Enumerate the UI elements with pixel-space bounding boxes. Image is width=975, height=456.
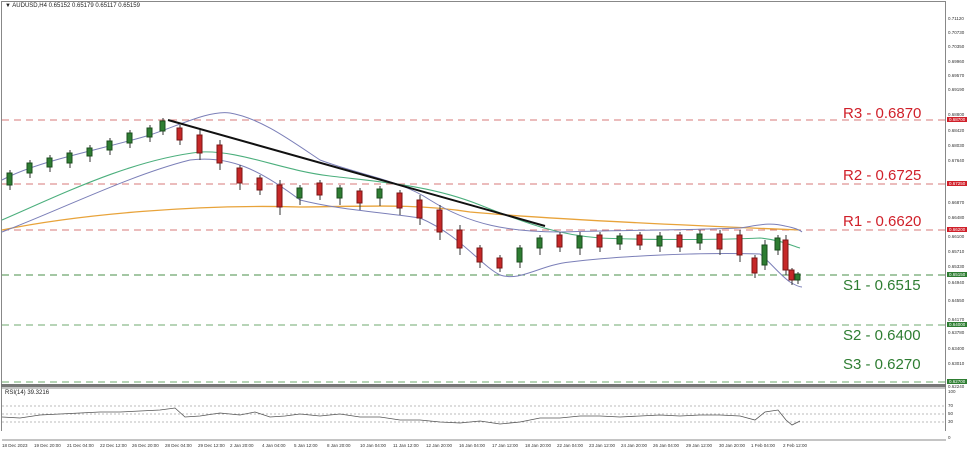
s2-label: S2 - 0.6400 — [843, 327, 921, 344]
x-tick: 26 Dec 20:00 — [132, 443, 159, 448]
y-tick: 0.64550 — [948, 298, 965, 303]
y-tick: 0.66480 — [948, 215, 965, 220]
rsi-tick: 100 — [948, 389, 956, 394]
x-tick: 18 Jan 20:00 — [525, 443, 552, 448]
x-tick: 10 Jan 04:00 — [360, 443, 387, 448]
y-tick: 0.67640 — [948, 158, 965, 163]
r3-label: R3 - 0.6870 — [843, 105, 922, 122]
x-tick: 21 Dec 04:00 — [67, 443, 94, 448]
rsi-tick: 30 — [948, 419, 954, 424]
r1-price-tag: 0.66200 — [947, 227, 968, 232]
y-tick: 0.63010 — [948, 361, 965, 366]
y-tick: 0.69190 — [948, 87, 965, 92]
s3-label: S3 - 0.6270 — [843, 356, 921, 373]
trendline — [167, 119, 546, 227]
y-tick: 0.65710 — [948, 249, 965, 254]
y-tick: 0.68030 — [948, 143, 965, 148]
r1-label: R1 - 0.6620 — [843, 213, 922, 230]
s1-price-tag: 0.65150 — [947, 272, 968, 277]
x-tick: 23 Jan 12:00 — [589, 443, 616, 448]
pane-separator[interactable] — [1, 384, 946, 387]
x-tick: 5 Jan 12:00 — [294, 443, 318, 448]
x-tick: 19 Dec 20:00 — [34, 443, 61, 448]
x-tick: 1 Feb 04:00 — [751, 443, 776, 448]
x-tick: 26 Jan 04:00 — [653, 443, 680, 448]
y-tick: 0.64170 — [948, 317, 965, 322]
x-tick: 16 Jan 04:00 — [459, 443, 486, 448]
rsi-tick: 0 — [948, 435, 951, 440]
y-tick: 0.66100 — [948, 234, 965, 239]
x-tick: 29 Jan 12:00 — [686, 443, 713, 448]
x-tick: 24 Jan 20:00 — [621, 443, 648, 448]
y-tick: 0.65330 — [948, 264, 965, 269]
y-tick: 0.69570 — [948, 73, 965, 78]
rsi-pane — [1, 387, 946, 441]
y-tick: 0.69960 — [948, 59, 965, 64]
y-tick: 0.63780 — [948, 330, 965, 335]
s2-price-tag: 0.64000 — [947, 322, 968, 327]
long-ma-line — [1, 205, 801, 231]
rsi-tick: 50 — [948, 411, 954, 416]
x-tick: 4 Jan 04:00 — [262, 443, 286, 448]
rsi-line — [1, 407, 801, 426]
x-tick: 2 Jan 20:00 — [230, 443, 254, 448]
s3-price-tag: 0.62700 — [947, 379, 968, 384]
bollinger-lower — [1, 158, 803, 288]
x-tick: 2 Feb 12:00 — [783, 443, 808, 448]
collapse-triangle-icon[interactable]: ▼ — [5, 3, 11, 9]
x-tick: 12 Jan 20:00 — [426, 443, 453, 448]
price-pane[interactable] — [1, 1, 946, 431]
medium-ma-line — [1, 151, 801, 249]
rsi-indicator-label: RSI(14) 39.3216 — [5, 390, 50, 396]
r3-price-tag: 0.68700 — [947, 117, 968, 122]
y-tick: 0.68800 — [948, 112, 965, 117]
y-tick: 0.68420 — [948, 128, 965, 133]
x-tick: 18 Dec 2023 — [2, 443, 28, 448]
y-tick: 0.70350 — [948, 44, 965, 49]
x-tick: 8 Jan 20:00 — [327, 443, 351, 448]
y-tick: 0.62240 — [948, 384, 965, 389]
x-tick: 17 Jan 12:00 — [492, 443, 519, 448]
x-tick: 29 Dec 12:00 — [198, 443, 225, 448]
y-tick: 0.64940 — [948, 280, 965, 285]
time-axis[interactable]: 18 Dec 2023 19 Dec 20:00 21 Dec 04:00 22… — [0, 443, 946, 456]
candlesticks — [6, 118, 801, 285]
r2-label: R2 - 0.6725 — [843, 167, 922, 184]
x-tick: 22 Dec 12:00 — [100, 443, 127, 448]
bollinger-upper — [1, 112, 803, 233]
s1-label: S1 - 0.6515 — [843, 277, 921, 294]
rsi-tick: 70 — [948, 403, 954, 408]
price-axis[interactable]: 0.71120 0.70730 0.70350 0.69960 0.69570 … — [946, 0, 975, 440]
x-tick: 28 Dec 04:00 — [165, 443, 192, 448]
y-tick: 0.63400 — [948, 346, 965, 351]
r2-price-tag: 0.67250 — [947, 181, 968, 186]
symbol-ohlc-label: ▼ AUDUSD,H4 0.65152 0.65179 0.65117 0.65… — [5, 3, 140, 9]
x-tick: 11 Jan 12:00 — [393, 443, 419, 448]
y-tick: 0.66870 — [948, 200, 965, 205]
y-tick: 0.71120 — [948, 16, 964, 21]
y-tick: 0.70730 — [948, 30, 965, 35]
x-tick: 30 Jan 20:00 — [719, 443, 746, 448]
x-tick: 22 Jan 04:00 — [557, 443, 584, 448]
